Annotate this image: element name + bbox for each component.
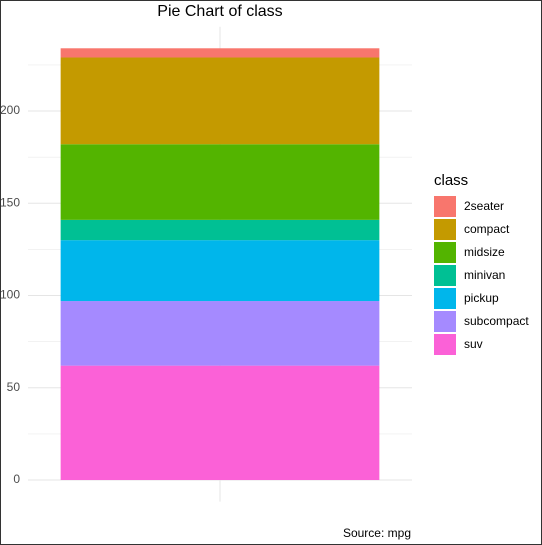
legend-label: subcompact bbox=[464, 314, 529, 328]
legend-label: suv bbox=[464, 337, 483, 351]
y-tick-label: 150 bbox=[0, 195, 20, 209]
legend-key bbox=[434, 219, 456, 240]
bar-segment bbox=[60, 48, 380, 58]
y-tick-label: 50 bbox=[7, 380, 21, 394]
y-tick-label: 0 bbox=[13, 472, 20, 486]
legend-key bbox=[434, 311, 456, 332]
legend-label: 2seater bbox=[464, 199, 504, 213]
bar-segment bbox=[60, 219, 380, 241]
legend-label: pickup bbox=[464, 291, 499, 305]
legend-label: midsize bbox=[464, 245, 505, 259]
bar-segment bbox=[60, 144, 380, 220]
legend-key bbox=[434, 265, 456, 286]
bar-segment bbox=[60, 240, 380, 302]
bar-segment bbox=[60, 301, 380, 366]
legend-label: compact bbox=[464, 222, 510, 236]
y-tick-label: 200 bbox=[0, 103, 20, 117]
legend-label: minivan bbox=[464, 268, 505, 282]
legend-key bbox=[434, 334, 456, 355]
y-tick-label: 100 bbox=[0, 288, 20, 302]
bar-segment bbox=[60, 57, 380, 145]
legend-title: class bbox=[434, 172, 468, 189]
legend-key bbox=[434, 196, 456, 217]
legend-key bbox=[434, 242, 456, 263]
chart-title: Pie Chart of class bbox=[157, 3, 282, 20]
caption: Source: mpg bbox=[343, 526, 411, 540]
legend-key bbox=[434, 288, 456, 309]
bar-segment bbox=[60, 365, 380, 481]
